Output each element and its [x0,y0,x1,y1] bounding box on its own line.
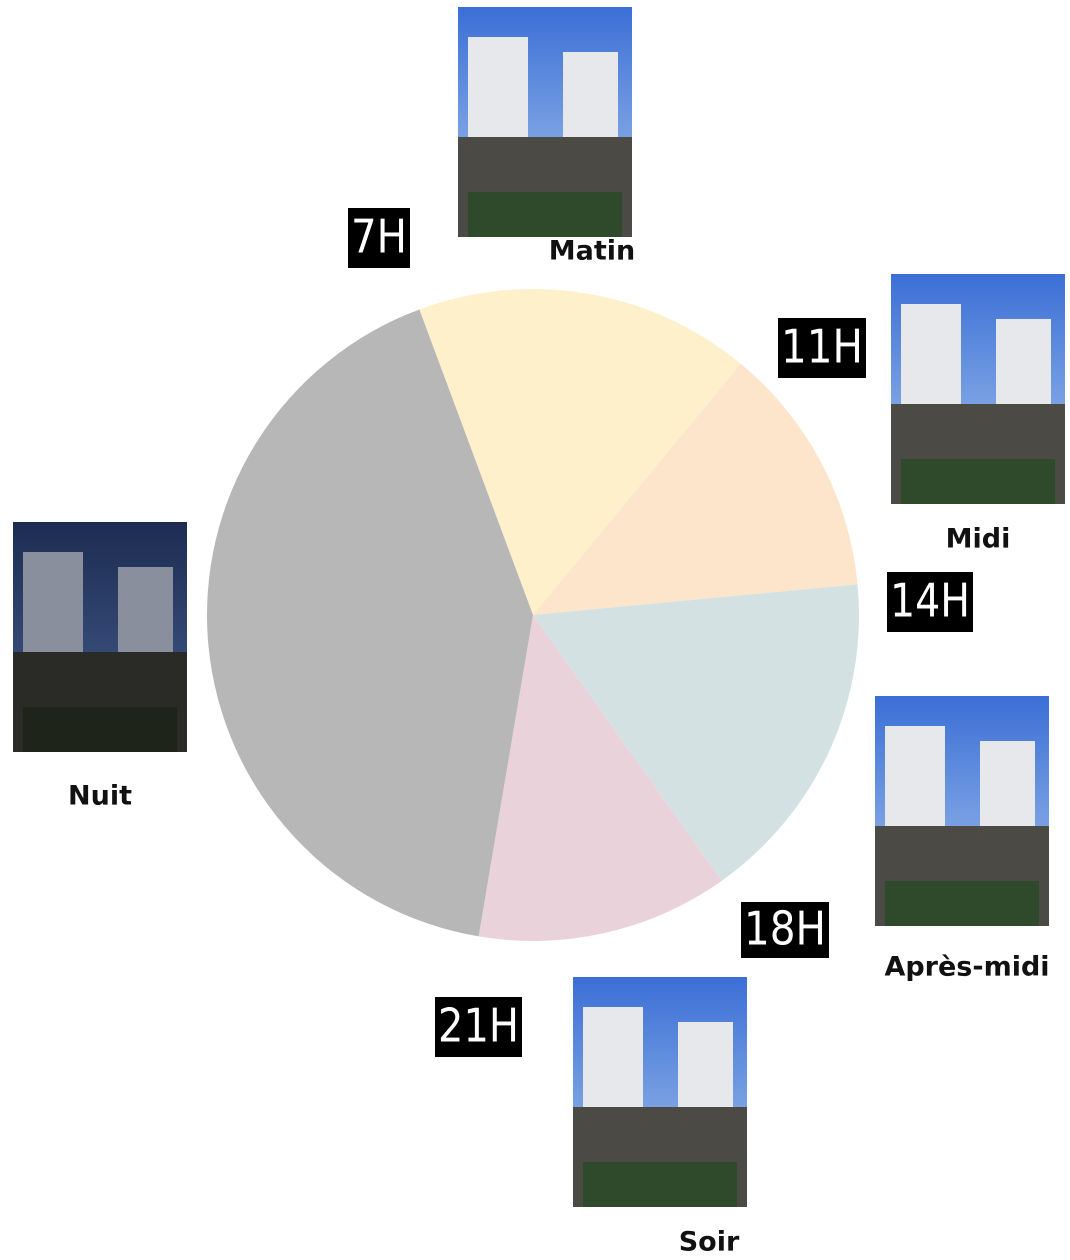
photo [573,977,747,1207]
pie-slice [533,363,858,615]
category-label: Midi [946,524,1011,555]
hour-label-box [778,318,866,378]
pie-slice [419,289,741,615]
hour-label-box [348,208,410,268]
hour-label: 21H [438,999,519,1053]
photo [891,274,1065,504]
pie-slice [478,615,722,942]
hour-label: 14H [890,574,970,628]
hour-label: 11H [781,320,863,374]
pie-slice [207,309,533,937]
hour-label: 7H [351,210,407,264]
category-label: Nuit [68,781,132,812]
photo-field [885,881,1039,926]
photo-field [901,459,1055,504]
category-label: Matin [549,236,635,267]
photo [13,522,187,752]
hour-label: 18H [744,902,826,956]
hour-label-box [435,997,522,1057]
photo-field [468,192,622,237]
category-label: Après-midi [884,952,1049,983]
photo [875,696,1049,926]
pie-slice [533,584,860,881]
photo-field [23,707,177,752]
hour-label-box [887,572,973,632]
photo-field [583,1162,737,1207]
hour-label-box [741,902,829,958]
category-label: Soir [679,1227,740,1258]
photo [458,7,632,237]
